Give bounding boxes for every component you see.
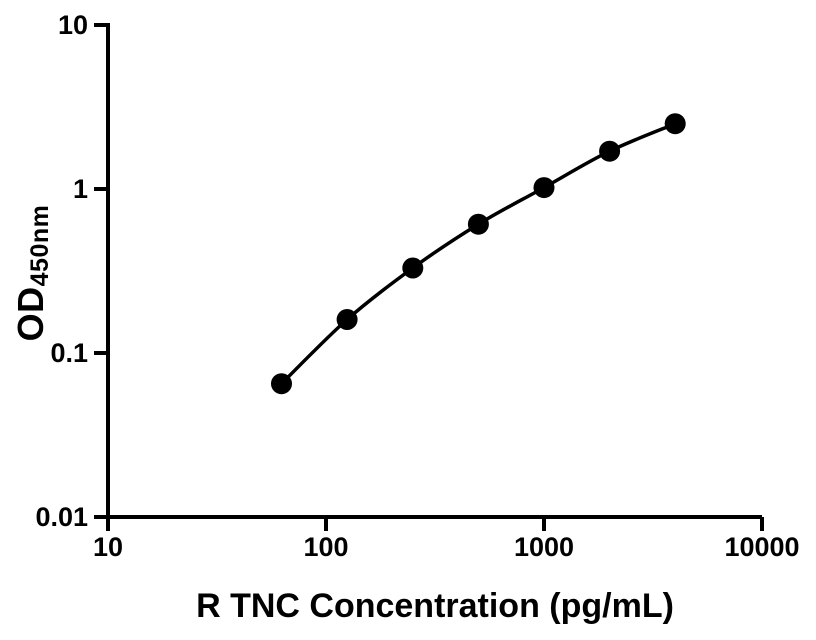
y-axis-title-subscript: 450nm [26,204,54,287]
data-point-marker [271,373,292,395]
x-tick-label: 10000 [724,532,799,562]
axes-frame [106,23,762,519]
x-tick-label: 1000 [514,532,574,562]
x-axis-title: R TNC Concentration (pg/mL) [196,587,674,625]
data-point-marker [533,177,555,199]
data-point-marker [336,309,358,330]
y-tick-label: 0.1 [50,338,88,368]
y-tick-label: 1 [73,174,88,204]
data-point-marker [402,257,424,279]
x-tick-label: 100 [303,532,348,562]
y-tick-label: 0.01 [35,502,88,532]
y-tick-label: 10 [58,10,88,40]
y-axis-title-main: OD [10,286,51,342]
data-point-marker [599,140,621,162]
data-point-marker [664,113,686,135]
x-tick-label: 10 [93,532,123,562]
y-axis-title: OD450nm [10,204,54,342]
standard-curve-line [280,122,676,385]
data-point-marker [467,213,489,235]
